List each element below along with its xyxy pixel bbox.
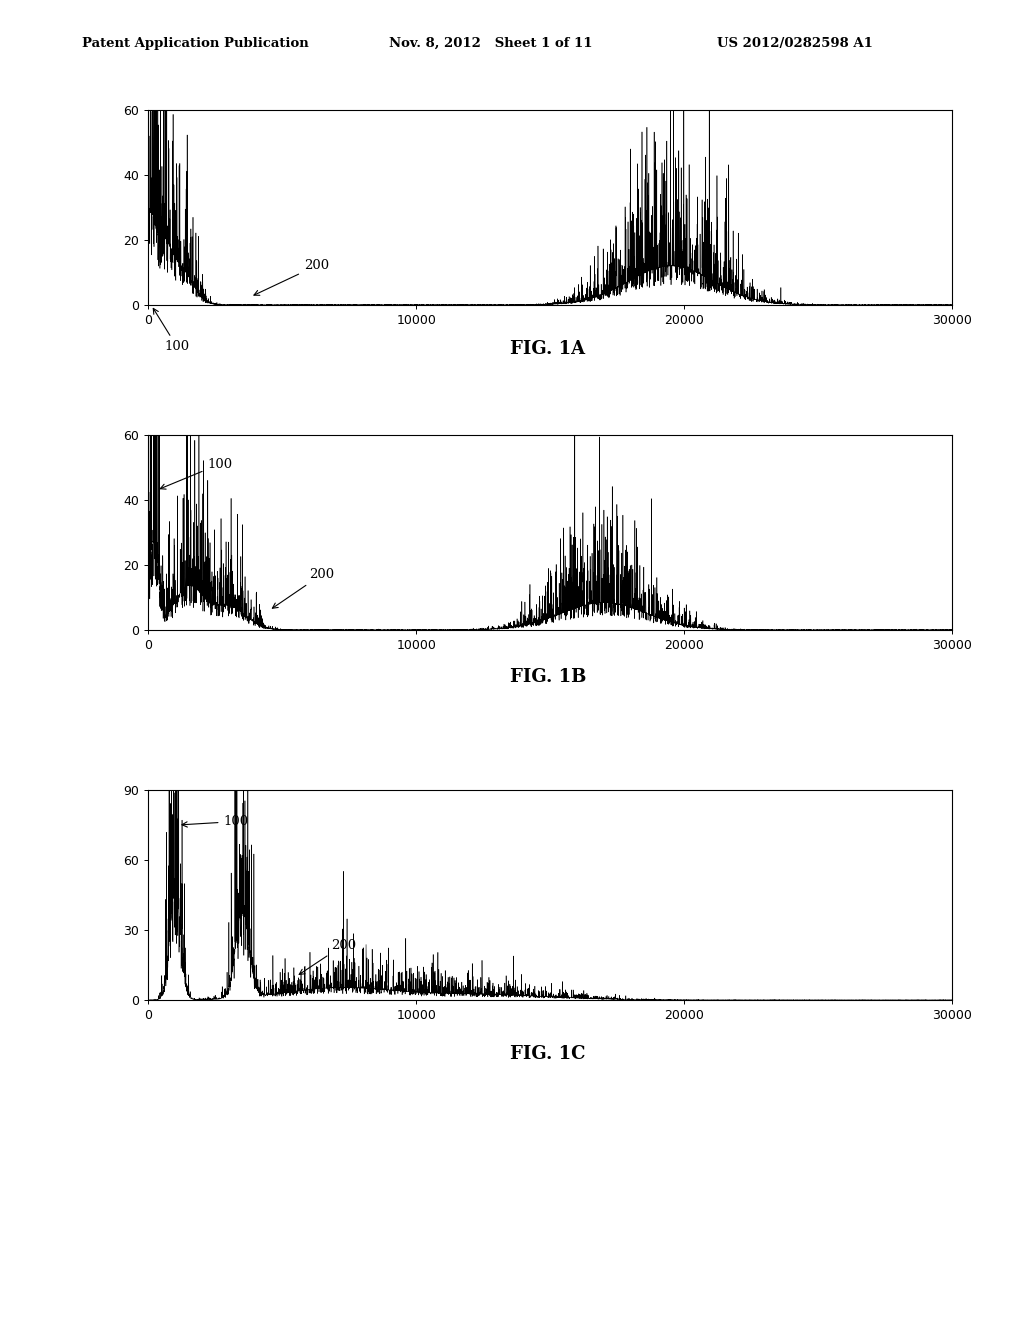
Text: 200: 200 (254, 259, 329, 296)
Text: Patent Application Publication: Patent Application Publication (82, 37, 308, 50)
Text: FIG. 1B: FIG. 1B (510, 668, 586, 686)
Text: 100: 100 (160, 458, 232, 490)
Text: 100: 100 (154, 309, 189, 354)
Text: 200: 200 (299, 939, 355, 974)
Text: FIG. 1A: FIG. 1A (510, 341, 586, 358)
Text: FIG. 1C: FIG. 1C (510, 1045, 586, 1063)
Text: Nov. 8, 2012   Sheet 1 of 11: Nov. 8, 2012 Sheet 1 of 11 (389, 37, 593, 50)
Text: 200: 200 (272, 568, 335, 609)
Text: 100: 100 (182, 814, 249, 828)
Text: US 2012/0282598 A1: US 2012/0282598 A1 (717, 37, 872, 50)
